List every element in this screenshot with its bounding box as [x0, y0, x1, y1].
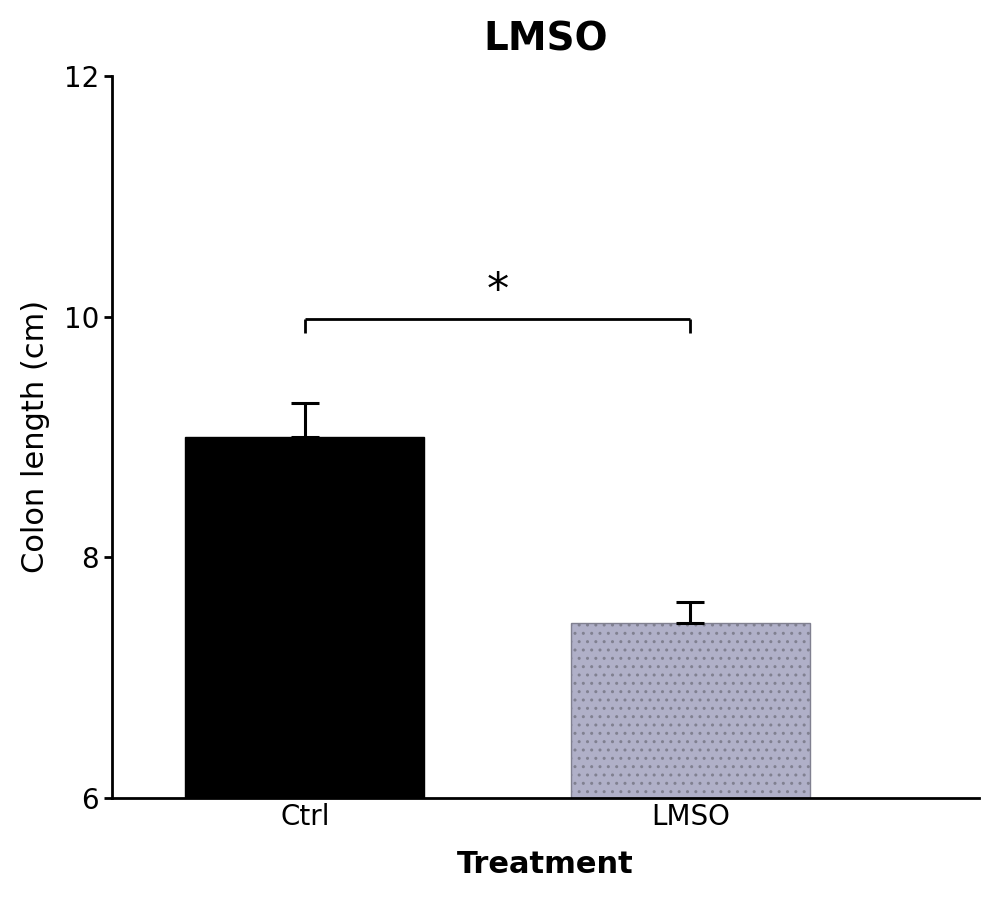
Title: LMSO: LMSO [483, 21, 608, 58]
Bar [185, 436, 424, 798]
Bar [571, 624, 810, 798]
Text: *: * [486, 270, 509, 313]
X-axis label: Treatment: Treatment [457, 850, 634, 879]
Y-axis label: Colon length (cm): Colon length (cm) [21, 301, 50, 573]
